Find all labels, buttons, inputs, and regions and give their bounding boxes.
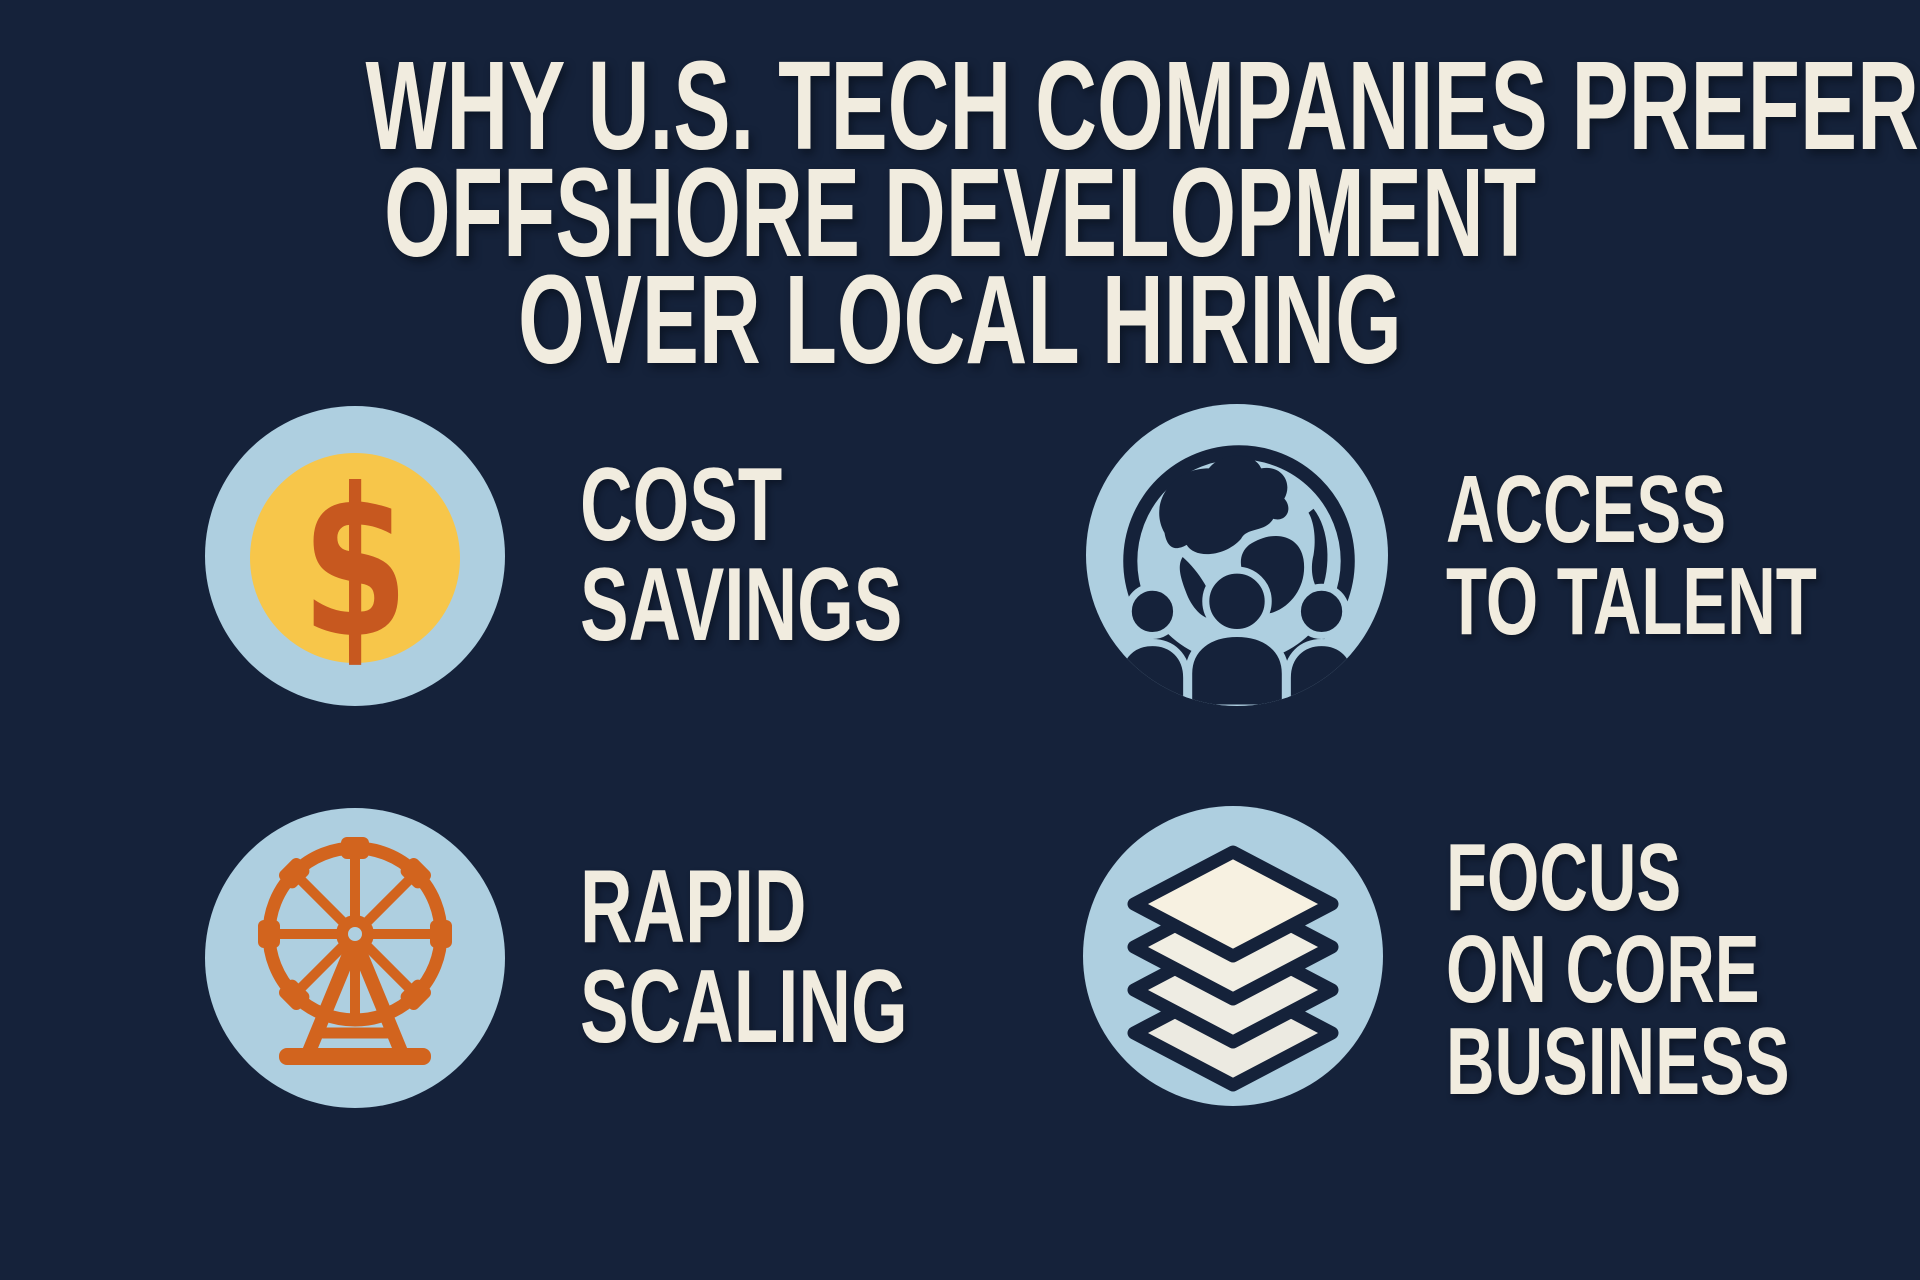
label-cost-savings: COST SAVINGS [580,447,903,663]
dollar-coin-icon: $ [205,406,505,706]
label-rapid-scaling: RAPID SCALING [580,849,908,1065]
label-focus-on-core-business: FOCUS ON CORE BUSINESS [1446,824,1790,1115]
page-title: WHY U.S. TECH COMPANIES PREFER OFFSHORE … [0,35,1920,390]
globe-people-icon [1086,404,1388,706]
dollar-glyph: $ [302,445,409,684]
title-line-2: OFFSHORE DEVELOPMENT [383,142,1536,283]
ferris-wheel-icon [205,808,505,1108]
label-access-to-talent: ACCESS TO TALENT [1446,456,1817,655]
title-line-3: OVER LOCAL HIRING [518,249,1402,390]
title-line-1: WHY U.S. TECH COMPANIES PREFER [365,35,1920,176]
layers-icon [1083,806,1383,1106]
